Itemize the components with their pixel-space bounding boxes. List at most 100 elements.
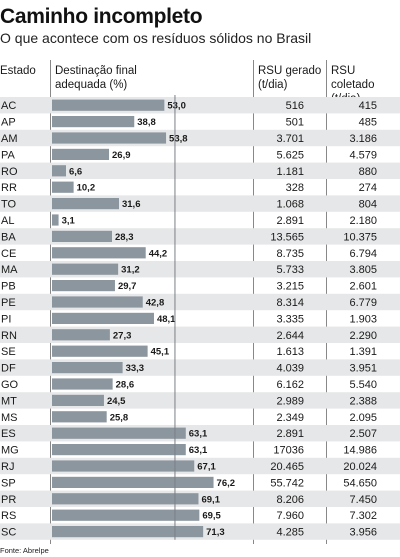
data-label: 33,3 <box>126 363 145 374</box>
rsu-gerado-value: 8.206 <box>276 494 304 506</box>
bar <box>52 280 115 292</box>
category-label: MT <box>1 395 17 407</box>
category-label: AP <box>1 117 16 129</box>
category-label: GO <box>1 379 19 391</box>
data-label: 29,7 <box>118 281 136 292</box>
bar <box>52 460 195 472</box>
rsu-coletado-value: 2.290 <box>349 330 377 342</box>
data-label: 28,3 <box>115 232 134 243</box>
category-label: RR <box>1 182 17 194</box>
category-label: RJ <box>1 461 14 473</box>
rsu-gerado-value: 3.335 <box>276 313 304 325</box>
chart-title: Caminho incompleto <box>0 5 203 28</box>
rsu-gerado-value: 8.735 <box>276 248 304 260</box>
row-background <box>0 162 400 179</box>
rsu-coletado-value: 880 <box>359 166 377 178</box>
rsu-coletado-value: 1.903 <box>349 313 377 325</box>
rsu-coletado-value: 6.794 <box>349 248 377 260</box>
rsu-coletado-value: 804 <box>359 199 377 211</box>
bar <box>52 214 59 226</box>
bar <box>52 263 119 275</box>
rsu-gerado-value: 1.068 <box>276 199 304 211</box>
data-label: 27,3 <box>113 330 132 341</box>
category-label: AC <box>1 100 16 112</box>
bar <box>52 181 74 193</box>
bar <box>52 509 200 521</box>
bar <box>52 116 135 128</box>
data-label: 48,1 <box>157 314 176 325</box>
category-label: PA <box>1 149 16 161</box>
rsu-gerado-value: 8.314 <box>276 297 304 309</box>
bar <box>52 247 146 259</box>
rsu-gerado-value: 3.215 <box>276 281 304 293</box>
category-label: BA <box>1 231 16 243</box>
data-label: 53,0 <box>167 101 186 112</box>
data-label: 67,1 <box>197 462 216 473</box>
rsu-coletado-value: 2.507 <box>349 428 377 440</box>
rsu-gerado-value: 2.644 <box>276 330 304 342</box>
category-label: AM <box>1 133 18 145</box>
category-label: AL <box>1 215 14 227</box>
category-label: DF <box>1 363 16 375</box>
category-label: PB <box>1 281 16 293</box>
rsu-coletado-value: 1.391 <box>349 346 377 358</box>
bar <box>52 427 186 439</box>
bar <box>52 345 148 357</box>
category-label: TO <box>1 199 17 211</box>
rsu-gerado-value: 6.162 <box>276 379 304 391</box>
category-label: RO <box>1 166 18 178</box>
rsu-gerado-value: 5.733 <box>276 264 304 276</box>
rsu-coletado-value: 274 <box>359 182 377 194</box>
rsu-gerado-value: 2.891 <box>276 215 304 227</box>
data-label: 42,8 <box>146 298 165 309</box>
rsu-coletado-value: 10.375 <box>343 231 377 243</box>
data-label: 53,8 <box>169 134 188 145</box>
rsu-coletado-value: 4.579 <box>349 149 377 161</box>
category-label: PE <box>1 297 16 309</box>
rsu-gerado-value: 4.285 <box>276 527 304 539</box>
rsu-gerado-value: 328 <box>286 182 304 194</box>
rsu-gerado-value: 2.891 <box>276 428 304 440</box>
column-header-rsu-coletado-line1: RSU coletado <box>331 65 375 91</box>
rsu-coletado-value: 485 <box>359 117 377 129</box>
rsu-gerado-value: 1.613 <box>276 346 304 358</box>
bar <box>52 312 154 324</box>
data-label: 69,1 <box>201 494 220 505</box>
bar <box>52 378 113 390</box>
rsu-coletado-value: 2.601 <box>349 281 377 293</box>
category-label: SC <box>1 527 16 539</box>
rsu-gerado-value: 4.039 <box>276 363 304 375</box>
rsu-coletado-value: 3.186 <box>349 133 377 145</box>
rsu-coletado-value: 20.024 <box>343 461 377 473</box>
category-label: ES <box>1 428 16 440</box>
data-label: 3,1 <box>62 216 76 227</box>
rsu-gerado-value: 55.742 <box>270 477 304 489</box>
category-label: RS <box>1 510 16 522</box>
rsu-coletado-value: 14.986 <box>343 445 377 457</box>
rsu-coletado-value: 7.450 <box>349 494 377 506</box>
category-label: PR <box>1 494 16 506</box>
category-label: CE <box>1 248 16 260</box>
data-label: 6,6 <box>69 166 82 177</box>
rsu-coletado-value: 2.095 <box>349 412 377 424</box>
rsu-gerado-value: 3.701 <box>276 133 304 145</box>
data-label: 71,3 <box>206 527 225 538</box>
data-label: 31,2 <box>121 265 140 276</box>
column-header-rsu-gerado-line2: (t/dia) <box>258 79 288 91</box>
rsu-gerado-value: 20.465 <box>270 461 304 473</box>
column-header-destinacao-line1: Destinação final <box>55 65 137 77</box>
bar <box>52 444 186 456</box>
bar <box>52 230 112 242</box>
bar <box>52 526 204 538</box>
rsu-coletado-value: 415 <box>359 100 377 112</box>
category-label: SE <box>1 346 16 358</box>
data-label: 28,6 <box>116 380 135 391</box>
data-label: 10,2 <box>77 183 96 194</box>
data-label: 45,1 <box>151 347 170 358</box>
bar <box>52 296 143 308</box>
category-label: MS <box>1 412 18 424</box>
data-label: 63,1 <box>189 429 208 440</box>
rsu-gerado-value: 2.989 <box>276 395 304 407</box>
rsu-gerado-value: 7.960 <box>276 510 304 522</box>
rsu-gerado-value: 5.625 <box>276 149 304 161</box>
